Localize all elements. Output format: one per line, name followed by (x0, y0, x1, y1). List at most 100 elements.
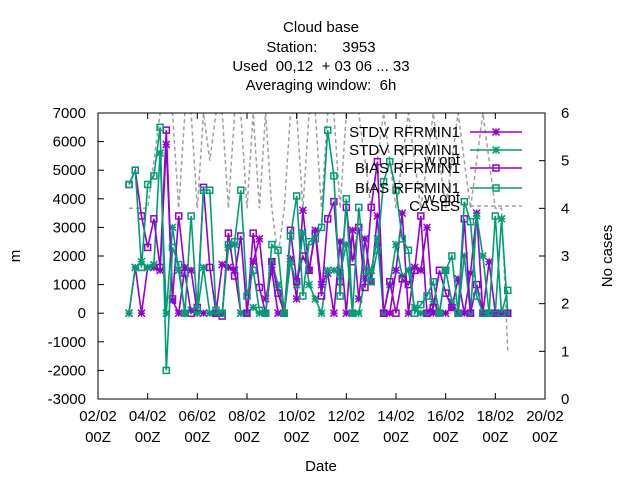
series-layer (125, 113, 512, 375)
x-tick-label-hour: 00Z (284, 429, 310, 446)
data-point (392, 309, 400, 317)
data-point (441, 266, 450, 275)
data-point (391, 240, 401, 249)
data-point (478, 251, 487, 261)
data-point (274, 309, 283, 318)
data-point (391, 266, 401, 275)
series-3 (125, 123, 512, 375)
data-point (174, 212, 183, 220)
x-tick-label-hour: 00Z (383, 429, 409, 446)
data-point (417, 212, 425, 220)
legend-entry: CASES (409, 198, 522, 215)
legend-swatch-marker (492, 184, 500, 192)
data-point (373, 246, 382, 255)
data-point (329, 266, 338, 275)
legend-swatch-marker (492, 164, 500, 172)
x-tick-label-hour: 00Z (184, 429, 210, 446)
y2-tick-label: 2 (561, 296, 569, 313)
data-point (292, 277, 301, 286)
data-point (255, 234, 264, 243)
x-tick-label-date: 12/02 (328, 408, 366, 425)
data-point (416, 309, 425, 318)
data-point (497, 309, 506, 317)
data-point (292, 294, 301, 303)
data-point (187, 212, 195, 220)
data-point (361, 266, 369, 275)
data-point (329, 309, 338, 318)
data-point (311, 235, 320, 243)
x-tick-label-hour: 00Z (135, 429, 161, 446)
data-point (323, 126, 332, 134)
data-point (317, 223, 326, 232)
data-point (305, 280, 314, 289)
data-point (342, 195, 351, 203)
data-point (317, 292, 326, 300)
y-tick-label: 6000 (53, 134, 86, 151)
data-point (323, 215, 332, 223)
data-point (466, 309, 475, 317)
data-point (137, 263, 146, 272)
data-point (298, 229, 307, 238)
data-point (367, 203, 375, 212)
data-point (261, 309, 270, 317)
data-point (131, 166, 139, 174)
data-point (143, 180, 152, 189)
data-point (423, 309, 431, 317)
data-point (404, 309, 413, 318)
data-point (385, 309, 394, 318)
data-point (206, 263, 214, 272)
x-tick-label-date: 10/02 (278, 408, 316, 425)
y-tick-label: -2000 (48, 362, 86, 379)
y-tick-label: 0 (78, 305, 86, 322)
data-point (317, 309, 326, 318)
x-tick-label-hour: 00Z (333, 429, 359, 446)
y-tick-label: -1000 (48, 334, 86, 351)
data-point (199, 263, 208, 272)
legend-label: BIAS RFRMIN1 (355, 180, 460, 197)
y2-axis-label: No cases (599, 225, 616, 288)
x-tick-label-hour: 00Z (433, 429, 459, 446)
data-point (504, 286, 512, 295)
data-point (174, 260, 183, 269)
x-tick-label-date: 18/02 (477, 408, 515, 425)
data-point (355, 203, 363, 212)
legend-label-subscript: w opt (423, 190, 461, 207)
data-point (143, 243, 152, 252)
y2-tick-label: 4 (561, 200, 569, 217)
data-point (497, 214, 506, 223)
data-point (149, 260, 158, 269)
data-point (187, 266, 196, 275)
data-point (379, 177, 388, 186)
data-point (398, 235, 406, 243)
legend-label: STDV RFRMIN1 (349, 142, 460, 159)
data-point (243, 309, 251, 317)
data-point (355, 223, 363, 232)
data-point (268, 257, 276, 266)
data-point (131, 263, 140, 272)
data-point (460, 309, 469, 318)
data-point (199, 309, 208, 318)
data-point (448, 252, 456, 260)
data-point (218, 309, 226, 317)
data-point (125, 180, 133, 189)
data-point (410, 309, 419, 317)
data-point (243, 292, 251, 300)
y-tick-label: 5000 (53, 162, 86, 179)
series-line (128, 127, 509, 371)
legend-swatch-marker (491, 127, 501, 137)
y2-tick-label: 0 (561, 391, 569, 408)
y-tick-label: 3000 (53, 219, 86, 236)
data-point (392, 186, 400, 194)
data-point (466, 217, 475, 226)
series-line (128, 130, 508, 318)
data-point (205, 309, 214, 318)
data-point (423, 223, 432, 232)
data-point (330, 172, 338, 180)
y-axis-label: m (7, 250, 24, 263)
y2-tick-label: 3 (561, 248, 569, 265)
x-tick-label-hour: 00Z (532, 429, 558, 446)
data-point (292, 192, 301, 200)
data-point (137, 309, 146, 318)
